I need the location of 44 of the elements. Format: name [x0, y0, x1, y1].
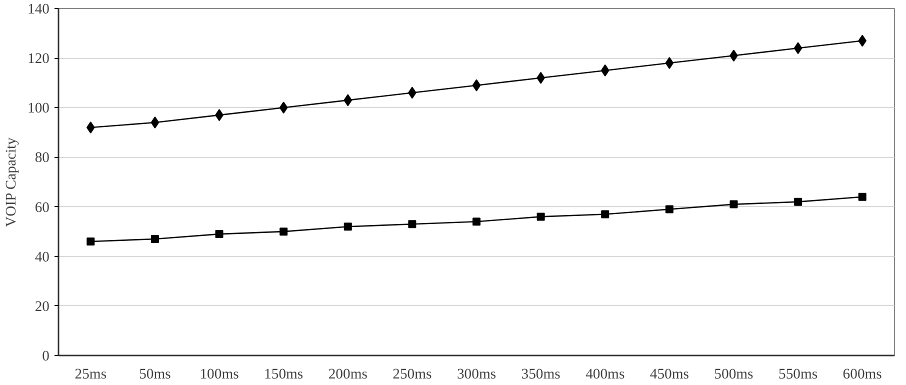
point — [150, 116, 160, 129]
x-tick-label: 150ms — [264, 366, 304, 382]
y-tick-label: 80 — [34, 150, 50, 166]
point — [665, 205, 674, 214]
x-tick-label: 25ms — [74, 366, 107, 382]
y-tick-label: 40 — [34, 249, 50, 266]
point — [536, 212, 545, 221]
point — [215, 230, 224, 238]
point — [150, 235, 159, 244]
point — [665, 57, 674, 70]
x-tick-label: 450ms — [650, 366, 690, 382]
x-tick-label: 500ms — [714, 366, 754, 382]
point — [280, 228, 288, 236]
point — [794, 198, 802, 206]
y-tick-label: 140 — [28, 2, 50, 18]
y-tick-label: 20 — [34, 298, 50, 315]
point — [86, 237, 95, 246]
x-tick-label: 250ms — [392, 366, 432, 382]
x-tick-label: 200ms — [328, 366, 368, 382]
point — [730, 200, 738, 208]
point — [86, 121, 95, 134]
point — [600, 64, 610, 76]
point — [472, 79, 481, 92]
point — [794, 42, 802, 54]
point — [408, 220, 416, 228]
point — [858, 192, 866, 201]
point — [858, 34, 867, 47]
point — [601, 210, 610, 218]
point — [344, 94, 352, 106]
y-axis-title: VOIP Capacity — [4, 136, 20, 227]
y-tick-label: 100 — [28, 100, 50, 117]
x-tick-label: 50ms — [139, 366, 172, 382]
y-tick-label: 0 — [42, 348, 50, 364]
point — [344, 222, 352, 231]
point — [279, 102, 288, 114]
x-tick-label: 350ms — [521, 366, 561, 382]
point — [472, 218, 480, 226]
x-tick-label: 550ms — [778, 366, 818, 382]
y-tick-label: 120 — [28, 51, 50, 68]
y-tick-label: 60 — [34, 200, 50, 216]
x-tick-label: 100ms — [200, 366, 240, 382]
x-tick-label: 300ms — [456, 366, 496, 382]
x-tick-label: 600ms — [842, 366, 882, 382]
x-tick-label: 400ms — [586, 366, 625, 382]
